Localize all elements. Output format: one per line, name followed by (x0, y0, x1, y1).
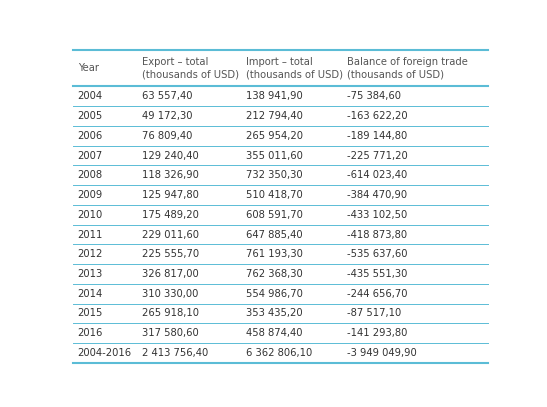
Text: 212 794,40: 212 794,40 (246, 111, 302, 121)
Text: 2013: 2013 (78, 269, 103, 279)
Text: Export – total
(thousands of USD): Export – total (thousands of USD) (142, 57, 239, 80)
Text: 265 954,20: 265 954,20 (246, 131, 303, 141)
Text: 129 240,40: 129 240,40 (142, 151, 199, 160)
Text: 317 580,60: 317 580,60 (142, 328, 199, 338)
Text: 2009: 2009 (78, 190, 103, 200)
Text: 458 874,40: 458 874,40 (246, 328, 302, 338)
Text: 49 172,30: 49 172,30 (142, 111, 193, 121)
Text: -87 517,10: -87 517,10 (347, 309, 401, 319)
Text: 125 947,80: 125 947,80 (142, 190, 199, 200)
Text: -418 873,80: -418 873,80 (347, 230, 407, 240)
Text: 2008: 2008 (78, 170, 103, 180)
Text: 647 885,40: 647 885,40 (246, 230, 302, 240)
Text: Year: Year (78, 63, 98, 73)
Text: -435 551,30: -435 551,30 (347, 269, 407, 279)
Text: -535 637,60: -535 637,60 (347, 249, 408, 259)
Text: 2010: 2010 (78, 210, 103, 220)
Text: -244 656,70: -244 656,70 (347, 289, 408, 299)
Text: 265 918,10: 265 918,10 (142, 309, 199, 319)
Text: -3 949 049,90: -3 949 049,90 (347, 348, 417, 358)
Text: 2012: 2012 (78, 249, 103, 259)
Text: 2011: 2011 (78, 230, 103, 240)
Text: -141 293,80: -141 293,80 (347, 328, 407, 338)
Text: -433 102,50: -433 102,50 (347, 210, 407, 220)
Text: 229 011,60: 229 011,60 (142, 230, 199, 240)
Text: 63 557,40: 63 557,40 (142, 91, 193, 101)
Text: 732 350,30: 732 350,30 (246, 170, 302, 180)
Text: 353 435,20: 353 435,20 (246, 309, 302, 319)
Text: 225 555,70: 225 555,70 (142, 249, 199, 259)
Text: 326 817,00: 326 817,00 (142, 269, 199, 279)
Text: -384 470,90: -384 470,90 (347, 190, 407, 200)
Text: 310 330,00: 310 330,00 (142, 289, 199, 299)
Text: 2007: 2007 (78, 151, 103, 160)
Text: 6 362 806,10: 6 362 806,10 (246, 348, 312, 358)
Text: 355 011,60: 355 011,60 (246, 151, 302, 160)
Text: 761 193,30: 761 193,30 (246, 249, 302, 259)
Text: 2005: 2005 (78, 111, 103, 121)
Text: Balance of foreign trade
(thousands of USD): Balance of foreign trade (thousands of U… (347, 57, 468, 80)
Text: 2004-2016: 2004-2016 (78, 348, 132, 358)
Text: -614 023,40: -614 023,40 (347, 170, 407, 180)
Text: 175 489,20: 175 489,20 (142, 210, 199, 220)
Text: -225 771,20: -225 771,20 (347, 151, 408, 160)
Text: 2004: 2004 (78, 91, 103, 101)
Text: -163 622,20: -163 622,20 (347, 111, 408, 121)
Text: 138 941,90: 138 941,90 (246, 91, 302, 101)
Text: Import – total
(thousands of USD): Import – total (thousands of USD) (246, 57, 343, 80)
Text: 76 809,40: 76 809,40 (142, 131, 193, 141)
Text: 608 591,70: 608 591,70 (246, 210, 302, 220)
Text: 2014: 2014 (78, 289, 103, 299)
Text: -189 144,80: -189 144,80 (347, 131, 407, 141)
Text: 2016: 2016 (78, 328, 103, 338)
Text: 2006: 2006 (78, 131, 103, 141)
Text: 762 368,30: 762 368,30 (246, 269, 302, 279)
Text: 510 418,70: 510 418,70 (246, 190, 302, 200)
Text: 2015: 2015 (78, 309, 103, 319)
Text: 554 986,70: 554 986,70 (246, 289, 302, 299)
Text: 118 326,90: 118 326,90 (142, 170, 199, 180)
Text: 2 413 756,40: 2 413 756,40 (142, 348, 208, 358)
Text: -75 384,60: -75 384,60 (347, 91, 401, 101)
